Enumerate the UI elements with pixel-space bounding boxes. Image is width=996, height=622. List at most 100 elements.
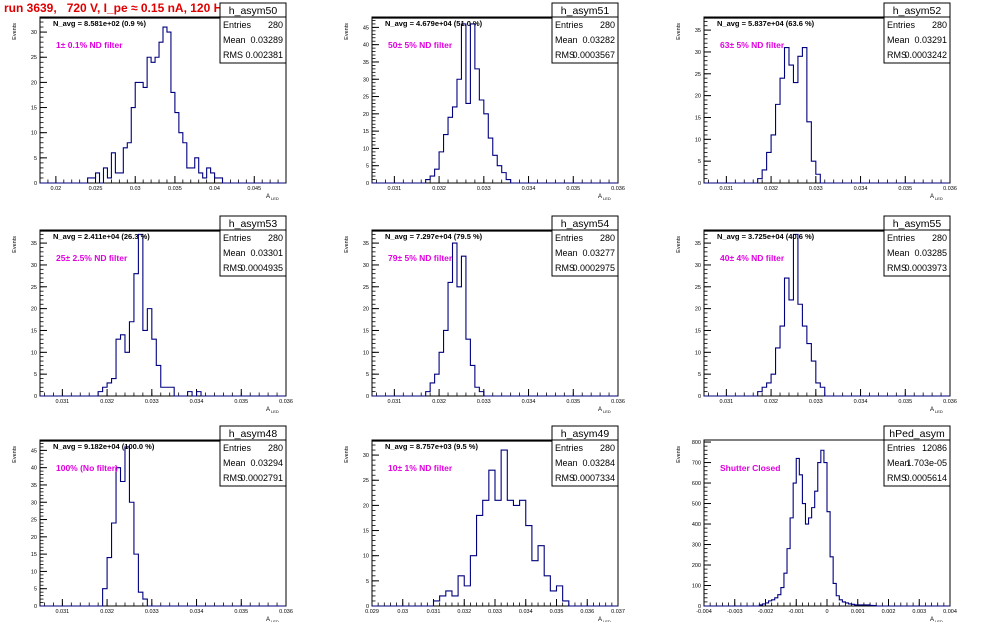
y-tick-label: 40 (363, 43, 369, 49)
stats-label: Entries (555, 20, 584, 30)
histogram-name: h_asym50 (229, 5, 278, 17)
x-axis-title-subscript: LED (271, 409, 279, 414)
plot-frame (39, 16, 287, 184)
x-axis-title: A (266, 407, 270, 413)
y-tick-label: 5 (366, 579, 369, 585)
x-tick-label: 0.033 (477, 186, 491, 192)
y-tick-label: 15 (363, 529, 369, 535)
y-tick-label: 30 (695, 263, 701, 269)
x-tick-label: 0.002 (882, 609, 896, 615)
y-tick-label: 10 (31, 350, 37, 356)
x-axis-title-subscript: LED (271, 619, 279, 622)
histogram-line (40, 446, 286, 607)
stats-label: Mean (223, 35, 246, 45)
y-tick-label: 20 (363, 503, 369, 509)
x-tick-label: 0.032 (432, 399, 446, 405)
histogram-name: h_asym53 (229, 218, 278, 230)
y-tick-label: 0 (34, 181, 37, 187)
y-tick-label: 20 (31, 307, 37, 313)
filter-annotation: 50± 5% ND filter (388, 40, 453, 50)
x-tick-label: 0.031 (55, 399, 69, 405)
histogram-pad-h_asym53: 0 5 10 15 20 25 30 35 0.031 0.032 0.033 0.034 0.035 0… (12, 215, 293, 414)
y-tick-label: 25 (31, 518, 37, 524)
navg-label: N_avg = 8.757e+03 (9.5 %) (385, 442, 478, 451)
stats-box (219, 439, 287, 487)
x-tick-label: 0.033 (145, 609, 159, 615)
x-axis-title: A (266, 194, 270, 200)
y-tick-label: 5 (698, 372, 701, 378)
y-tick-label: 5 (698, 159, 701, 165)
histogram-pad-h_asym48: 0 5 10 15 20 25 30 35 40 45 0.031 0.032 0.033 0.034 0.… (12, 425, 293, 622)
stats-value: 0.03285 (914, 248, 947, 258)
stats-label: Entries (887, 443, 916, 453)
navg-label: N_avg = 5.837e+04 (63.6 %) (717, 19, 815, 28)
x-tick-label: 0.035 (898, 186, 912, 192)
y-tick-label: 45 (363, 25, 369, 31)
stats-label: RMS (887, 50, 907, 60)
x-tick-label: -0.003 (727, 609, 743, 615)
filter-annotation: 10± 1% ND filter (388, 463, 453, 473)
x-axis-title: A (598, 407, 602, 413)
y-tick-label: 0 (366, 394, 369, 400)
histogram-pad-h_asym50: 0 5 10 15 20 25 30 0.02 0.025 0.03 0.035 0.04 0.045 E… (12, 2, 287, 201)
histogram-line (40, 26, 286, 184)
stats-value: 0.0002791 (240, 473, 283, 483)
filter-annotation: 1± 0.1% ND filter (56, 40, 123, 50)
x-tick-label: 0.003 (912, 609, 926, 615)
stats-value: 280 (932, 233, 947, 243)
stats-label: Mean (887, 35, 910, 45)
y-tick-label: 35 (363, 60, 369, 66)
x-tick-label: 0.034 (519, 609, 533, 615)
y-tick-label: 10 (363, 146, 369, 152)
x-axis-title-subscript: LED (935, 196, 943, 201)
navg-label: N_avg = 4.679e+04 (51.0 %) (385, 19, 483, 28)
histogram-line (372, 242, 618, 397)
y-tick-label: 10 (31, 131, 37, 137)
x-tick-label: 0.032 (100, 609, 114, 615)
y-tick-label: 20 (31, 535, 37, 541)
stats-value: 280 (600, 20, 615, 30)
y-tick-label: 20 (695, 94, 701, 100)
x-tick-label: 0.04 (209, 186, 220, 192)
x-tick-label: 0.036 (943, 399, 957, 405)
stats-label: RMS (555, 263, 575, 273)
y-tick-label: 30 (363, 453, 369, 459)
y-tick-label: 35 (31, 241, 37, 247)
histogram-name: h_asym48 (229, 428, 278, 440)
x-tick-label: 0.035 (168, 186, 182, 192)
x-tick-label: 0.03 (397, 609, 408, 615)
y-tick-label: 25 (695, 72, 701, 78)
histogram-pad-h_asym52: 0 5 10 15 20 25 30 35 0.031 0.032 0.033 0.034 0.035 0… (676, 2, 957, 201)
stats-box (883, 439, 951, 487)
stats-label: Entries (555, 233, 584, 243)
y-tick-label: 100 (692, 584, 701, 590)
y-tick-label: 20 (31, 80, 37, 86)
x-tick-label: 0 (825, 609, 828, 615)
filter-annotation: 79± 5% ND filter (388, 253, 453, 263)
x-tick-label: 0.035 (234, 399, 248, 405)
y-tick-label: 0 (698, 181, 701, 187)
stats-label: Mean (555, 35, 578, 45)
stats-label: Mean (555, 458, 578, 468)
y-tick-label: 5 (34, 587, 37, 593)
x-tick-label: 0.033 (145, 399, 159, 405)
x-tick-label: 0.03 (130, 186, 141, 192)
y-tick-label: 10 (695, 137, 701, 143)
x-axis-title-subscript: LED (603, 619, 611, 622)
x-axis-title-subscript: LED (271, 196, 279, 201)
stats-label: Mean (223, 248, 246, 258)
histogram-name: h_asym49 (561, 428, 610, 440)
x-tick-label: 0.001 (851, 609, 865, 615)
stats-label: RMS (223, 263, 243, 273)
y-tick-label: 25 (31, 55, 37, 61)
y-axis-title: Events (344, 236, 350, 253)
x-tick-label: 0.032 (432, 186, 446, 192)
stats-value: 0.03282 (582, 35, 615, 45)
x-tick-label: 0.036 (279, 399, 293, 405)
x-tick-label: 0.034 (190, 609, 204, 615)
navg-label: N_avg = 8.581e+02 (0.9 %) (53, 19, 146, 28)
y-tick-label: 300 (692, 543, 701, 549)
stats-label: Entries (555, 443, 584, 453)
histogram-line (704, 47, 950, 184)
x-tick-label: -0.001 (788, 609, 804, 615)
